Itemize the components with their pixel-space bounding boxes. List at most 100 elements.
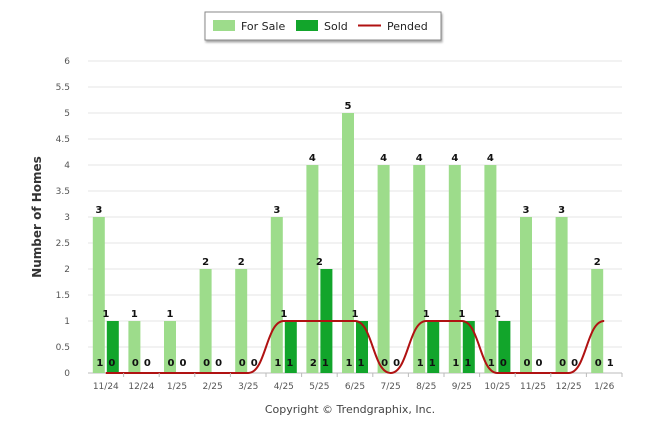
data-label-for-sale: 1 — [167, 309, 174, 320]
data-label-for-sale: 4 — [487, 153, 494, 164]
bar-for-sale — [235, 269, 248, 373]
x-tick-label: 2/25 — [202, 382, 222, 392]
data-label-pended: 1 — [607, 358, 614, 369]
data-label-sold: 1 — [458, 309, 465, 320]
x-tick-label: 11/24 — [93, 382, 119, 392]
legend-swatch-sold — [296, 20, 318, 31]
data-label-pended: 0 — [536, 358, 543, 369]
data-label-for-sale: 5 — [345, 101, 352, 112]
data-label-sold: 1 — [423, 309, 430, 320]
x-tick-label: 12/24 — [128, 382, 154, 392]
data-label-pended: 1 — [429, 358, 436, 369]
bar-for-sale — [92, 217, 105, 373]
data-label-for-sale: 4 — [380, 153, 387, 164]
bar-sold — [498, 321, 511, 373]
data-label-sold-base: 0 — [559, 358, 566, 369]
y-tick-label: 4.5 — [56, 135, 70, 145]
data-label-pended: 0 — [571, 358, 578, 369]
legend-label-sold: Sold — [324, 20, 348, 33]
copyright-credit: Copyright © Trendgraphix, Inc. — [265, 403, 435, 416]
x-axis-ticks: 11/24 12/24 1/25 2/25 3/25 4/25 5/25 6/25 7/25 8/… — [93, 373, 623, 392]
data-label-for-sale: 1 — [131, 309, 138, 320]
bar-sold — [427, 321, 440, 373]
data-label-pended: 0 — [144, 358, 151, 369]
x-tick-label: 7/25 — [380, 382, 400, 392]
x-tick-label: 11/25 — [520, 382, 546, 392]
x-tick-label: 8/25 — [416, 382, 436, 392]
bar-sold — [462, 321, 475, 373]
y-tick-label: 0.5 — [56, 343, 70, 353]
bar-for-sale — [199, 269, 212, 373]
data-label-sold: 1 — [494, 309, 501, 320]
data-label-sold-base: 0 — [132, 358, 139, 369]
data-label-sold-base: 0 — [203, 358, 210, 369]
data-label-for-sale: 2 — [202, 257, 209, 268]
bar-for-sale — [448, 165, 461, 373]
data-label-for-sale: 3 — [95, 205, 102, 216]
data-label-sold: 2 — [316, 257, 323, 268]
x-tick-label: 1/26 — [594, 382, 614, 392]
data-label-for-sale: 3 — [523, 205, 530, 216]
x-tick-label: 1/25 — [167, 382, 187, 392]
legend-frame — [204, 11, 442, 41]
x-tick-label: 5/25 — [309, 382, 329, 392]
x-tick-label: 3/25 — [238, 382, 258, 392]
data-label-pended: 0 — [393, 358, 400, 369]
data-label-pended: 1 — [322, 358, 329, 369]
y-tick-label: 2.5 — [56, 239, 70, 249]
legend-swatch-for-sale — [213, 20, 235, 31]
data-label-sold-base: 0 — [168, 358, 175, 369]
data-label-for-sale: 4 — [309, 153, 316, 164]
data-label-sold-base: 0 — [595, 358, 602, 369]
y-tick-label: 5 — [64, 109, 70, 119]
y-axis-ticks: 0 0.5 1 1.5 2 2.5 3 3.5 4 4.5 5 5.5 6 — [56, 57, 71, 379]
data-label-sold: 1 — [352, 309, 359, 320]
bar-for-sale — [520, 217, 532, 373]
data-label-pended: 0 — [500, 358, 507, 369]
x-tick-label: 9/25 — [452, 382, 472, 392]
data-label-for-sale: 4 — [416, 153, 423, 164]
data-label-sold-base: 0 — [239, 358, 246, 369]
legend[interactable]: For Sale Sold Pended — [204, 11, 442, 41]
x-tick-label: 12/25 — [556, 382, 582, 392]
y-tick-label: 2 — [64, 265, 70, 275]
bar-for-sale — [484, 165, 497, 373]
y-tick-label: 5.5 — [56, 83, 70, 93]
y-tick-label: 3 — [64, 213, 70, 223]
legend-label-for-sale: For Sale — [241, 20, 285, 33]
bar-sold — [356, 321, 368, 373]
data-label-sold-base: 1 — [417, 358, 424, 369]
y-tick-label: 1.5 — [56, 291, 70, 301]
bar-for-sale — [377, 165, 390, 373]
bar-for-sale — [555, 217, 568, 373]
y-tick-label: 6 — [64, 57, 70, 67]
data-label-pended: 0 — [108, 358, 115, 369]
bar-for-sale — [128, 321, 141, 373]
y-tick-label: 1 — [64, 317, 70, 327]
x-tick-label: 10/25 — [484, 382, 510, 392]
bar-for-sale — [306, 165, 319, 373]
data-label-for-sale: 2 — [238, 257, 245, 268]
bar-for-sale — [591, 269, 604, 373]
data-label-sold-base: 1 — [488, 358, 495, 369]
x-tick-label: 6/25 — [345, 382, 365, 392]
data-label-pended: 1 — [286, 358, 293, 369]
bar-for-sale — [270, 217, 283, 373]
data-label-sold-base: 1 — [96, 358, 103, 369]
x-tick-label: 4/25 — [274, 382, 294, 392]
data-label-pended: 0 — [180, 358, 187, 369]
bar-sold — [284, 321, 297, 373]
data-label-sold-base: 0 — [524, 358, 531, 369]
data-label-for-sale: 3 — [273, 205, 280, 216]
data-label-sold-base: 1 — [346, 358, 353, 369]
legend-label-pended: Pended — [387, 20, 428, 33]
bar-for-sale — [413, 165, 426, 373]
data-label-sold: 1 — [102, 309, 109, 320]
data-label-pended: 0 — [215, 358, 222, 369]
data-label-sold-base: 1 — [452, 358, 459, 369]
gridlines — [88, 60, 622, 374]
y-tick-label: 4 — [64, 161, 70, 171]
y-tick-label: 0 — [64, 369, 70, 379]
